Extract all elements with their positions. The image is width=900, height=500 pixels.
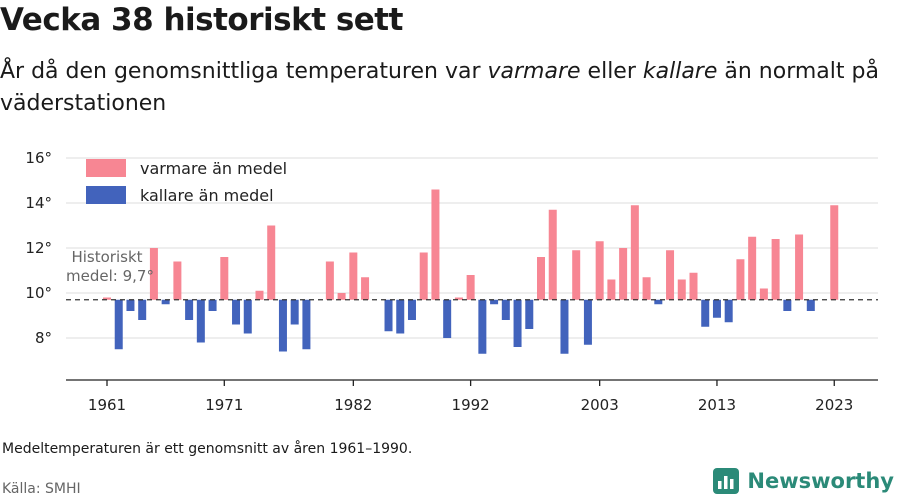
legend-swatch-colder bbox=[86, 186, 126, 204]
baseline-annotation: Historiskt medel: 9,7° bbox=[66, 248, 154, 285]
x-tick-label: 2003 bbox=[581, 396, 619, 414]
brand[interactable]: Newsworthy bbox=[713, 468, 894, 494]
bar-1990 bbox=[443, 299, 452, 338]
bar-1980 bbox=[325, 261, 334, 300]
bar-1994 bbox=[490, 299, 499, 305]
bar-1965 bbox=[149, 248, 158, 300]
bar-1988 bbox=[419, 252, 428, 300]
y-tick-label: 12° bbox=[25, 239, 52, 257]
bar-1989 bbox=[431, 189, 440, 300]
bar-1983 bbox=[361, 277, 370, 300]
bar-1970 bbox=[208, 299, 217, 311]
subtitle-text-2: eller bbox=[580, 59, 643, 84]
bar-1996 bbox=[513, 299, 522, 347]
bar-2014 bbox=[724, 299, 733, 323]
bar-2002 bbox=[583, 299, 592, 345]
bar-2001 bbox=[572, 250, 581, 300]
bar-2009 bbox=[666, 250, 675, 300]
bar-2012 bbox=[701, 299, 710, 327]
bar-2003 bbox=[595, 241, 604, 300]
bar-2011 bbox=[689, 272, 698, 300]
bar-2010 bbox=[677, 279, 686, 300]
bar-chart: 8° 10° 12° 14° 16° Historiskt medel: 9,7° 19… bbox=[25, 149, 878, 414]
chart-subtitle: År då den genomsnittliga temperaturen va… bbox=[0, 56, 880, 120]
bar-1969 bbox=[196, 299, 205, 343]
x-tick-label: 1971 bbox=[205, 396, 243, 414]
bar-1971 bbox=[220, 257, 229, 300]
bar-1978 bbox=[302, 299, 311, 350]
subtitle-text-3: än normalt på väderstationen bbox=[0, 59, 879, 116]
bar-1961 bbox=[103, 297, 111, 300]
bar-1967 bbox=[173, 261, 182, 300]
source-credit: Källa: SMHI bbox=[2, 481, 81, 497]
y-tick-label: 14° bbox=[25, 194, 52, 212]
brand-name: Newsworthy bbox=[747, 469, 894, 493]
x-tick-label: 1961 bbox=[88, 396, 126, 414]
bar-2019 bbox=[783, 299, 792, 311]
legend-label-warmer: varmare än medel bbox=[140, 159, 287, 178]
y-tick-label: 16° bbox=[25, 149, 52, 167]
bars bbox=[103, 189, 839, 354]
bar-2005 bbox=[619, 248, 628, 300]
bar-1995 bbox=[501, 299, 510, 320]
x-tick-label: 1992 bbox=[452, 396, 490, 414]
bar-1999 bbox=[548, 209, 557, 300]
x-axis-ticks: 1961 1971 1982 1992 2003 2013 2023 bbox=[88, 380, 853, 414]
legend: varmare än medel kallare än medel bbox=[86, 159, 287, 205]
bar-2008 bbox=[654, 299, 663, 305]
bar-1991 bbox=[454, 297, 463, 300]
baseline-label-line2: medel: 9,7° bbox=[66, 267, 154, 285]
bar-1963 bbox=[126, 299, 135, 311]
bar-1992 bbox=[466, 275, 475, 300]
x-tick-label: 2023 bbox=[815, 396, 853, 414]
bar-2004 bbox=[607, 279, 616, 300]
bar-2017 bbox=[759, 288, 768, 300]
bar-2023 bbox=[830, 205, 839, 300]
bar-2021 bbox=[806, 299, 815, 311]
bar-1985 bbox=[384, 299, 393, 332]
bar-2018 bbox=[771, 239, 780, 300]
bar-2000 bbox=[560, 299, 569, 354]
newsworthy-logo-icon bbox=[713, 468, 740, 494]
bar-1973 bbox=[243, 299, 252, 334]
bar-2015 bbox=[736, 259, 745, 300]
bar-2007 bbox=[642, 277, 651, 300]
subtitle-emphasis-warmer: varmare bbox=[487, 59, 581, 84]
x-tick-label: 1982 bbox=[334, 396, 372, 414]
bar-2013 bbox=[712, 299, 721, 318]
subtitle-text-1: År då den genomsnittliga temperaturen va… bbox=[0, 59, 488, 84]
bar-2006 bbox=[630, 205, 639, 300]
footnote: Medeltemperaturen är ett genomsnitt av å… bbox=[2, 441, 413, 457]
y-tick-label: 8° bbox=[35, 329, 52, 347]
bar-1977 bbox=[290, 299, 299, 325]
subtitle-emphasis-colder: kallare bbox=[642, 59, 718, 84]
bar-1997 bbox=[525, 299, 534, 329]
bar-1986 bbox=[396, 299, 405, 334]
bar-1966 bbox=[161, 299, 170, 305]
bar-1962 bbox=[114, 299, 123, 350]
bar-1974 bbox=[255, 290, 264, 300]
bar-2016 bbox=[748, 236, 757, 300]
bar-1981 bbox=[337, 293, 346, 300]
bar-1993 bbox=[478, 299, 487, 354]
legend-swatch-warmer bbox=[86, 159, 126, 177]
y-axis-ticks: 8° 10° 12° 14° 16° bbox=[25, 149, 52, 347]
chart-title: Vecka 38 historiskt sett bbox=[0, 2, 403, 38]
legend-label-colder: kallare än medel bbox=[140, 186, 274, 205]
bar-1968 bbox=[185, 299, 194, 320]
x-tick-label: 2013 bbox=[698, 396, 736, 414]
bar-1972 bbox=[232, 299, 241, 325]
y-tick-label: 10° bbox=[25, 284, 52, 302]
baseline-label-line1: Historiskt bbox=[71, 248, 142, 266]
bar-1987 bbox=[407, 299, 416, 320]
bar-1998 bbox=[537, 257, 546, 300]
bar-2020 bbox=[795, 234, 804, 300]
bar-1964 bbox=[138, 299, 147, 320]
bar-1975 bbox=[267, 225, 276, 300]
bar-1976 bbox=[278, 299, 287, 352]
bar-1982 bbox=[349, 252, 358, 300]
